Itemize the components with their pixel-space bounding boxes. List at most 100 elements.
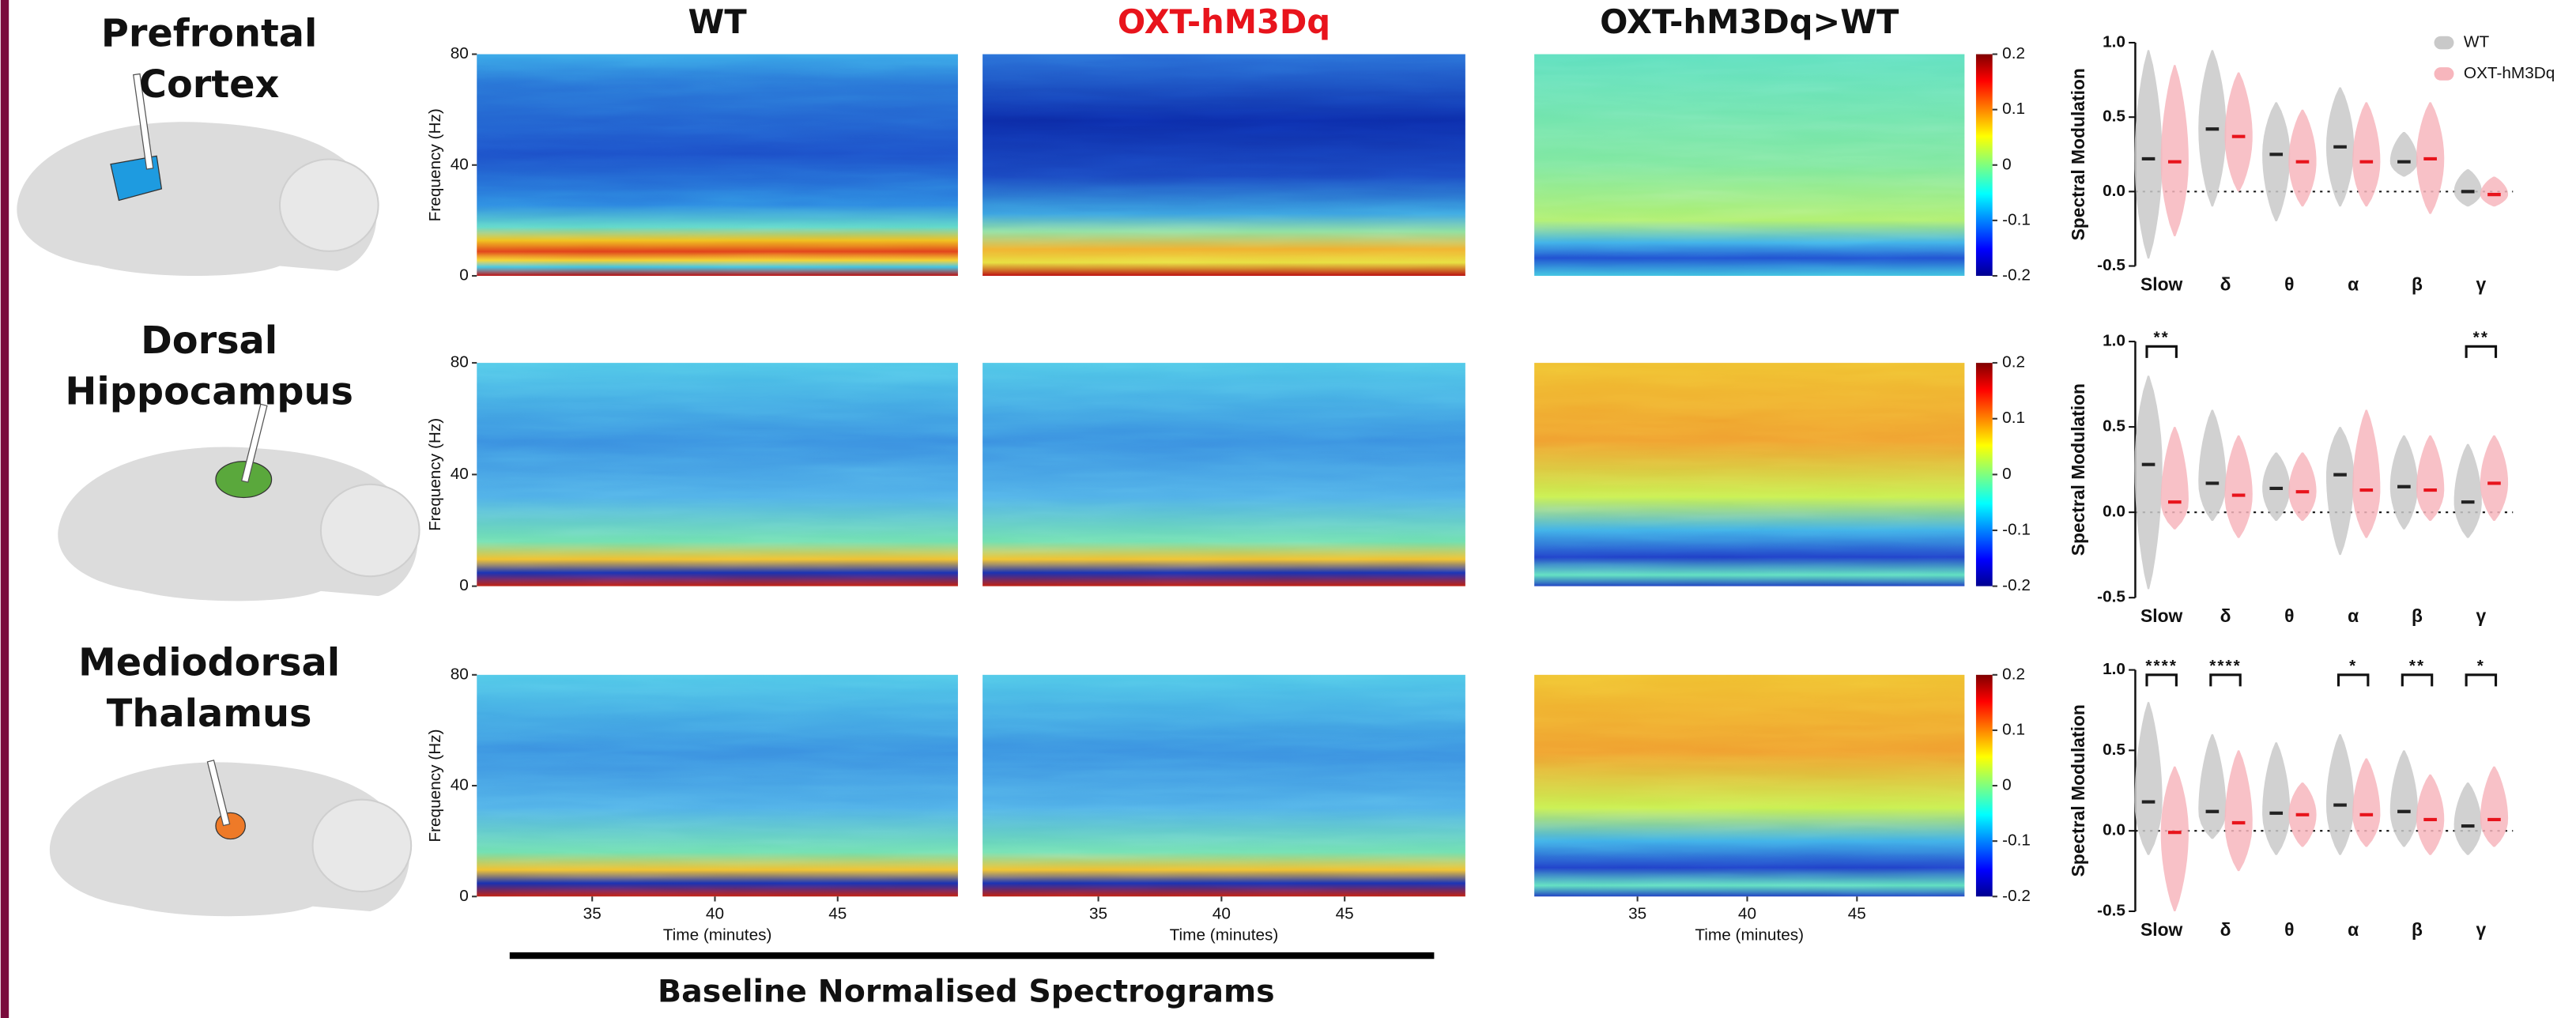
x-tick-label: 40 [706,905,724,923]
y-tick-label: 80 [451,353,469,371]
violin [2134,50,2162,258]
significance-bracket [2211,675,2240,687]
colorbar-tick-label: 0.2 [2002,353,2025,371]
significance-bracket [2147,346,2176,358]
violin [2262,742,2290,855]
y-tick-label: 0.0 [2103,821,2125,839]
x-tick-label: 35 [1628,905,1646,923]
y-tick-label: 1.0 [2103,660,2125,678]
page: {"figure":{"row_labels":[["Prefrontal","… [0,0,2576,1018]
violin [2480,177,2508,207]
y-tick-label: 40 [451,155,469,173]
column-title: OXT-hM3Dq [1118,2,1330,41]
colorbar-tick-label: 0 [2002,155,2012,173]
violin [2225,73,2253,192]
spectrogram-texture [477,363,958,586]
y-tick-label: 0.0 [2103,182,2125,200]
spectrogram-texture [1534,55,1964,276]
colorbar-tick-label: 0.1 [2002,720,2025,738]
x-axis-label: Time (minutes) [1695,926,1804,944]
significance-label: * [2477,657,2485,675]
violin [2224,435,2252,538]
category-label: β [2412,919,2423,940]
row-label: Mediodorsal [78,641,340,684]
violin [2416,775,2444,855]
violin [2416,435,2444,521]
violin [2134,702,2162,854]
column-title: OXT-hM3Dq>WT [1600,2,1899,41]
category-label: α [2348,919,2359,940]
colorbar-tick-label: 0 [2002,465,2012,483]
category-label: δ [2220,919,2231,940]
colorbar-tick-label: -0.1 [2002,520,2031,538]
significance-bracket [2402,675,2431,687]
x-tick-label: 45 [1848,905,1866,923]
spectrogram-texture [983,675,1465,896]
violin [2454,444,2482,538]
spectrogram-texture [477,675,958,896]
y-tick-label: 80 [451,44,469,62]
colorbar-tick-label: 0.2 [2002,665,2025,683]
column-title: WT [688,2,748,41]
x-tick-label: 35 [1089,905,1107,923]
violin [2326,427,2354,555]
legend-label: OXT-hM3Dq [2464,64,2555,82]
caption: Baseline Normalised Spectrograms [658,973,1275,1009]
y-tick-label: 0.5 [2103,417,2125,435]
y-axis-label: Spectral Modulation [2068,68,2088,240]
y-tick-label: 1.0 [2103,32,2125,51]
violin [2161,427,2189,530]
violin [2352,759,2380,847]
y-tick-label: 40 [451,776,469,794]
significance-bracket [2466,346,2495,358]
row-label: Prefrontal [101,13,318,56]
y-axis-label: Frequency (Hz) [426,418,444,531]
colorbar-tick-label: -0.2 [2002,266,2031,284]
significance-bracket [2147,675,2176,687]
y-tick-label: 40 [451,465,469,483]
category-label: β [2412,605,2423,626]
significance-bracket [2338,675,2367,687]
violin [2454,782,2482,855]
x-axis-label: Time (minutes) [663,926,772,944]
colorbar-tick-label: 0.1 [2002,100,2025,118]
colorbar-tick-label: -0.2 [2002,576,2031,594]
significance-label: ** [2473,328,2489,346]
violin [2326,734,2354,855]
y-tick-label: -0.5 [2097,588,2125,606]
violin [2161,65,2189,236]
violin [2288,453,2316,521]
figure: Baseline Normalised Spectrograms Prefron… [0,0,2576,1018]
row-label: Dorsal [141,319,277,363]
colorbar-tick-label: -0.2 [2002,887,2031,905]
violin [2390,132,2418,177]
spectrogram-texture [1534,363,1964,586]
y-tick-label: 0.0 [2103,503,2125,521]
violin [2262,102,2290,221]
y-tick-label: 0 [459,887,469,905]
category-label: δ [2220,605,2231,626]
violin [2480,435,2508,521]
category-label: γ [2476,605,2486,626]
x-tick-label: 45 [1336,905,1354,923]
colorbar [1976,675,1993,896]
brain-icon [58,404,419,601]
violin [2352,410,2380,538]
spectrogram-texture [1534,675,1964,896]
y-tick-label: 0.5 [2103,107,2125,126]
y-tick-label: 80 [451,665,469,683]
violin [2198,734,2226,839]
significance-label: ** [2154,328,2170,346]
colorbar-tick-label: 0.2 [2002,44,2025,62]
colorbar-tick-label: 0 [2002,776,2012,794]
y-tick-label: -0.5 [2097,901,2125,919]
y-axis-label: Spectral Modulation [2068,704,2088,877]
significance-label: ** [2409,657,2425,675]
page-border [1,0,9,1018]
category-label: Slow [2140,919,2183,940]
category-label: δ [2220,274,2231,295]
row-label: Thalamus [107,692,312,736]
violin [2161,767,2189,911]
x-tick-label: 40 [1213,905,1231,923]
y-tick-label: 0 [459,576,469,594]
